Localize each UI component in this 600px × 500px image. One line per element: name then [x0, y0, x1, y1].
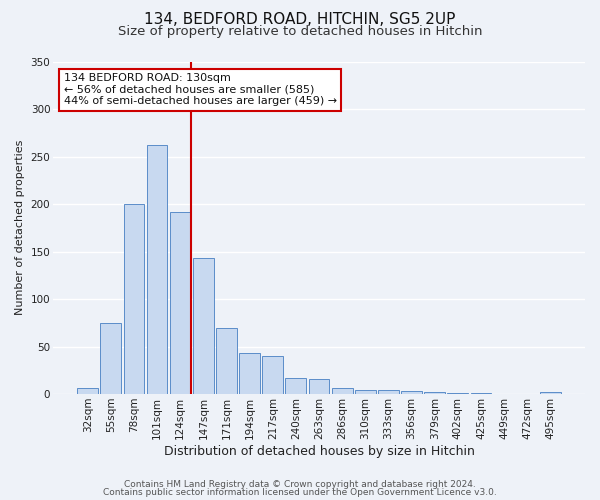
Bar [424, 392, 445, 394]
Text: 134 BEDFORD ROAD: 130sqm
← 56% of detached houses are smaller (585)
44% of semi-: 134 BEDFORD ROAD: 130sqm ← 56% of detach… [64, 73, 337, 106]
Bar [378, 390, 399, 394]
Bar [470, 393, 491, 394]
Bar [308, 379, 329, 394]
Y-axis label: Number of detached properties: Number of detached properties [15, 140, 25, 316]
X-axis label: Distribution of detached houses by size in Hitchin: Distribution of detached houses by size … [164, 444, 475, 458]
Bar [355, 390, 376, 394]
Bar [401, 391, 422, 394]
Bar [540, 392, 561, 394]
Bar [170, 212, 191, 394]
Text: Size of property relative to detached houses in Hitchin: Size of property relative to detached ho… [118, 25, 482, 38]
Text: 134, BEDFORD ROAD, HITCHIN, SG5 2UP: 134, BEDFORD ROAD, HITCHIN, SG5 2UP [145, 12, 455, 28]
Bar [332, 388, 353, 394]
Bar [239, 353, 260, 394]
Bar [286, 378, 307, 394]
Bar [262, 356, 283, 394]
Bar [216, 328, 237, 394]
Bar [146, 145, 167, 394]
Text: Contains public sector information licensed under the Open Government Licence v3: Contains public sector information licen… [103, 488, 497, 497]
Bar [193, 258, 214, 394]
Bar [448, 393, 468, 394]
Bar [77, 388, 98, 394]
Bar [124, 204, 145, 394]
Text: Contains HM Land Registry data © Crown copyright and database right 2024.: Contains HM Land Registry data © Crown c… [124, 480, 476, 489]
Bar [100, 323, 121, 394]
